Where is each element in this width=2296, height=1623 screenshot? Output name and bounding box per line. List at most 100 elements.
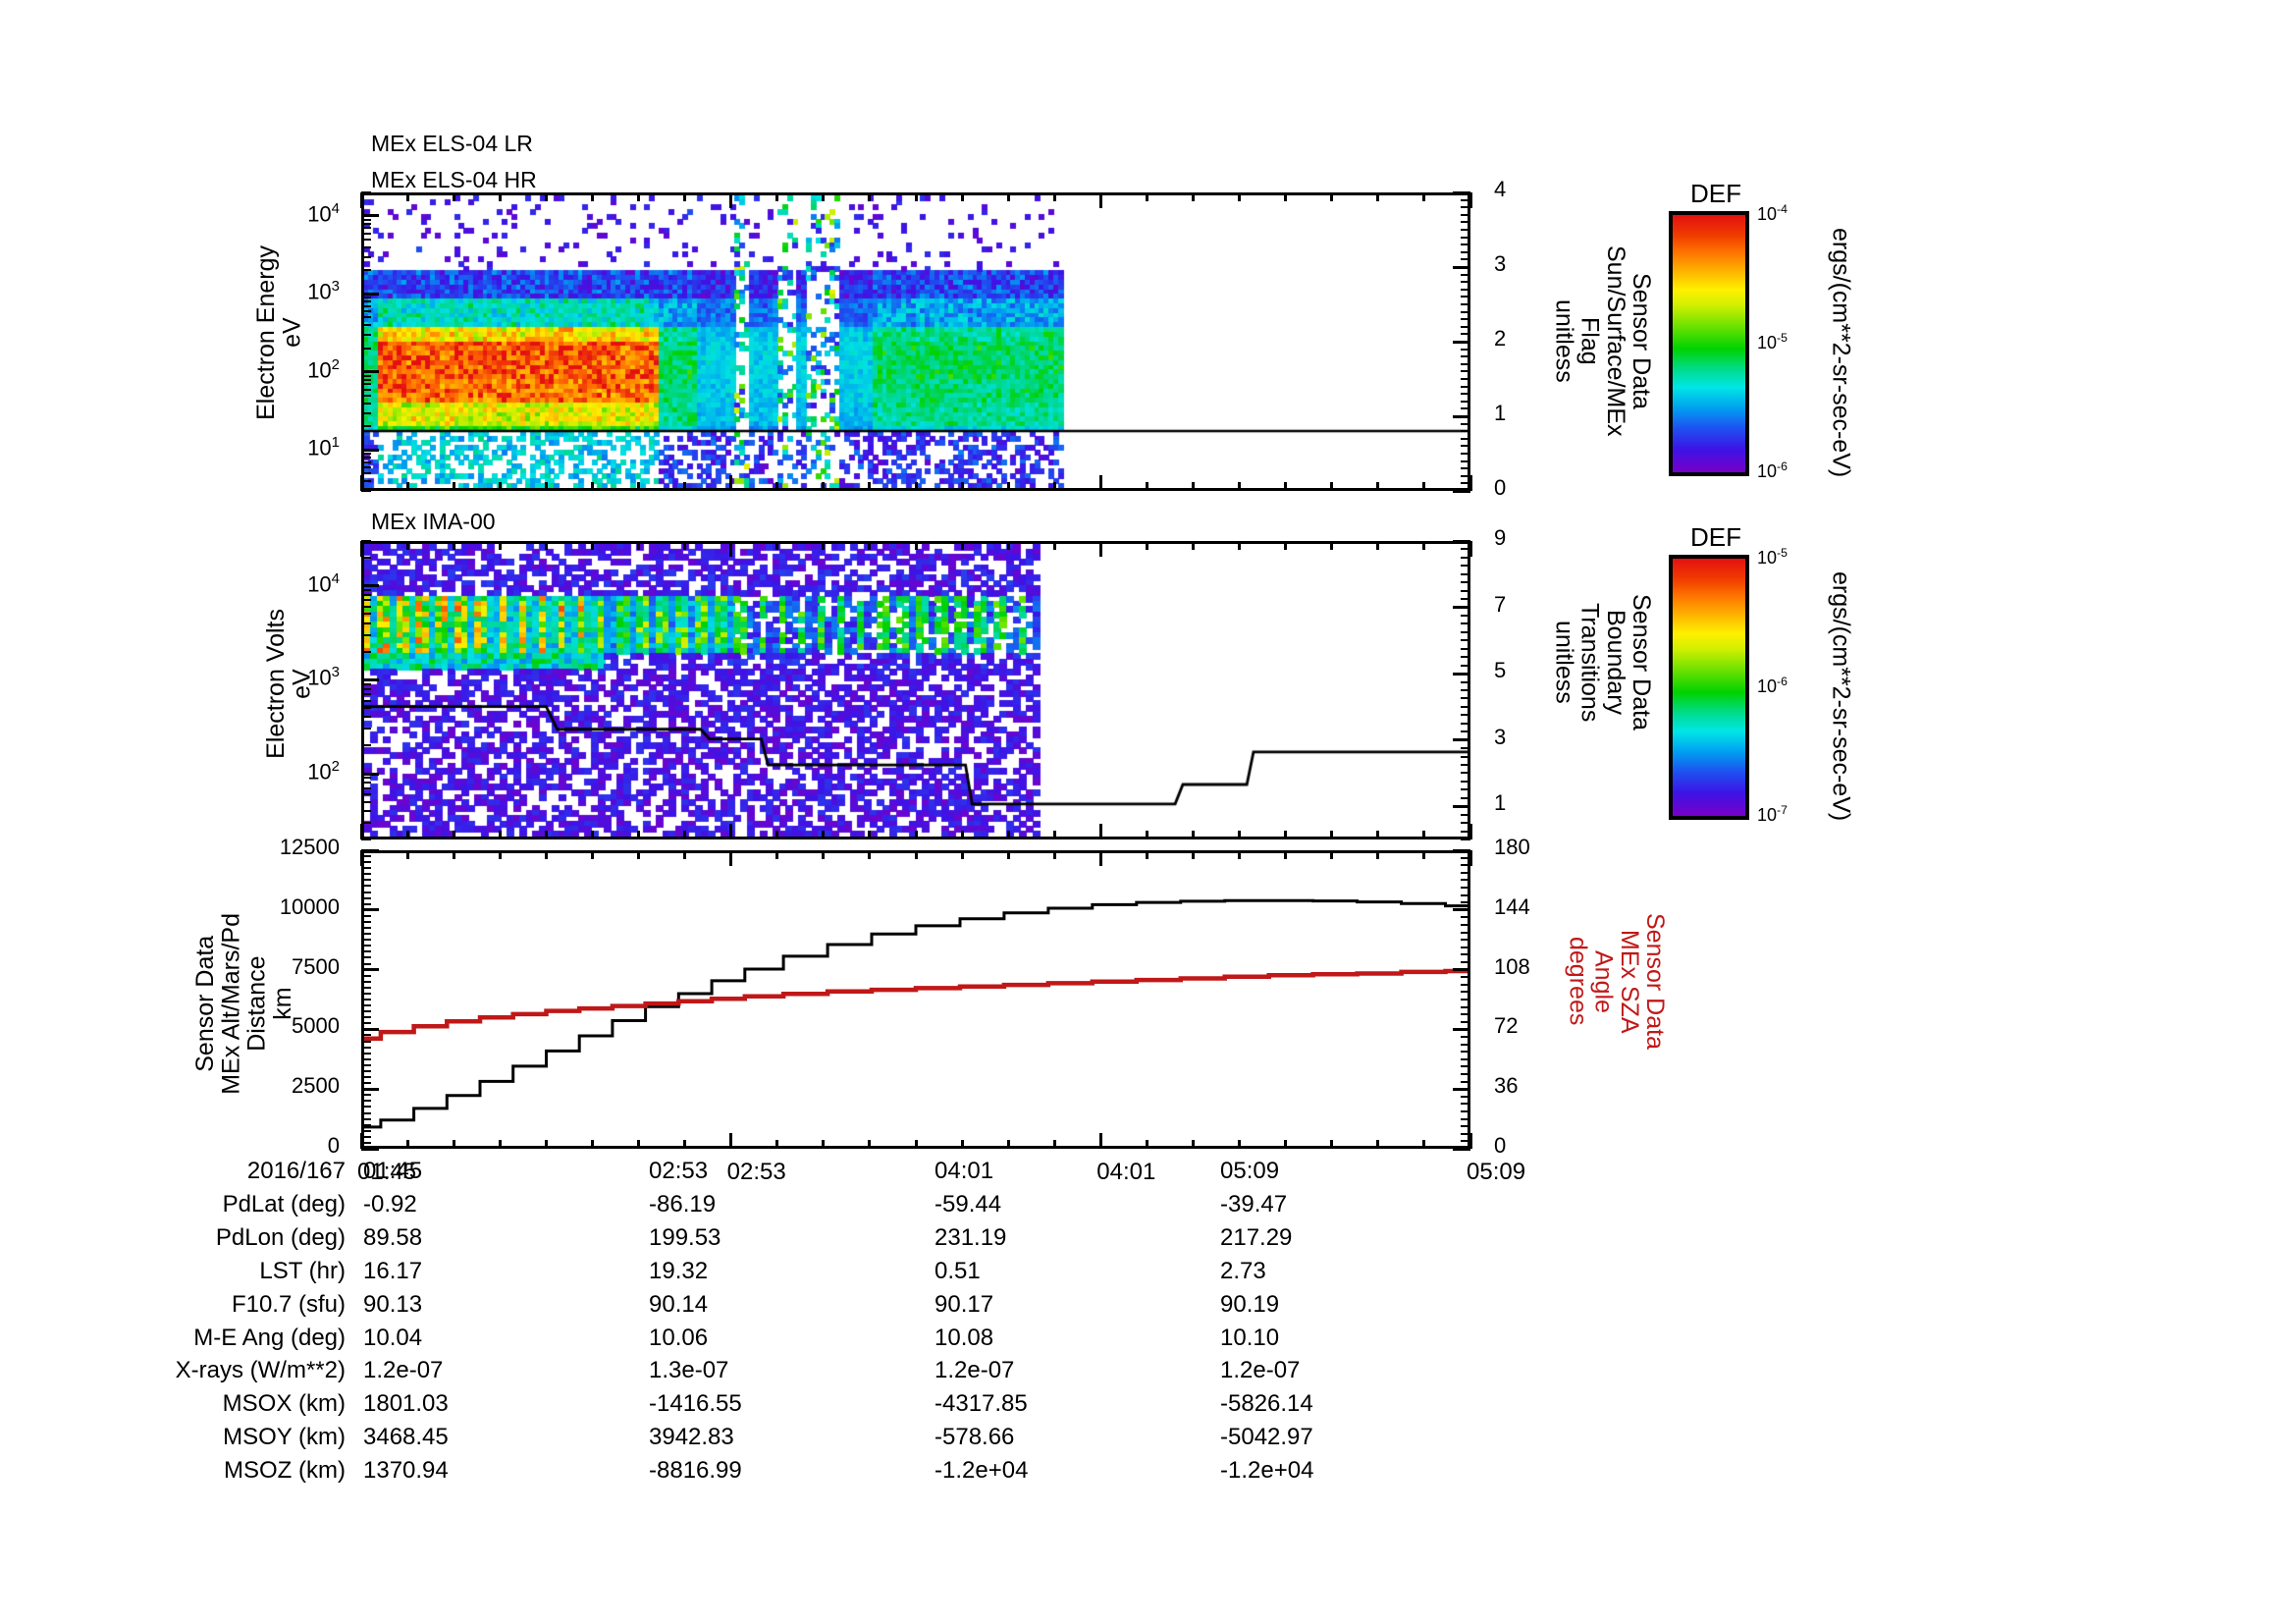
tick-minor [1461,639,1470,642]
tick-minor [361,1046,371,1049]
tick-x-bottom [405,482,409,491]
tick-minor [361,699,371,702]
tick-minor [1461,1103,1470,1106]
tick-x-bottom [590,1140,594,1149]
tick-minor [1461,606,1470,609]
tick-minor [361,728,371,730]
series-sza [364,968,1468,1041]
tick-x-top [1145,541,1148,550]
tick-minor [1461,385,1470,388]
table-cell: 05:09 [1220,1158,1280,1184]
tick-minor [361,269,371,272]
table-cell: -86.19 [649,1190,717,1217]
tick-minor [361,1123,371,1126]
tick-x-bottom [775,831,779,839]
colorbar1-top-label: 10-4 [1757,202,1788,224]
table-cell: 1801.03 [363,1390,449,1418]
tick-minor [361,1076,371,1079]
tick-minor [361,300,371,303]
table-cell: 1.2e-07 [934,1357,1015,1384]
tick-x-bottom [822,482,826,491]
panel1-spectrogram-canvas [364,195,1468,488]
tick-minor [1461,393,1470,396]
table-row: 2016/167 01:45 02:53 04:01 05:09 [2,1156,1504,1187]
table-cell: 10.10 [1220,1324,1280,1351]
tick-minor [1461,961,1470,963]
panel1-right-axis-label: Sensor Data Sun/Surface/MEx Flag unitless [1550,245,1655,437]
tick-x-top [960,850,964,859]
tick-minor [361,920,371,923]
tick-minor [1461,830,1470,833]
tick-x-top [544,541,548,550]
tick-minor [361,466,371,469]
tick-x-bottom [1284,831,1288,839]
tick-minor [1461,747,1470,750]
tick-minor [1461,772,1470,775]
tick-x-top [1192,192,1195,201]
tick-x-top [683,192,687,201]
tick-x-top [637,541,640,550]
tick-x-top [1330,850,1334,859]
tick-minor [361,1028,371,1031]
tick-x-top [1192,541,1195,550]
panel3-left-axis-label: Sensor Data MEx Alt/Mars/Pd Distance km [191,913,296,1095]
tick-minor [1461,1020,1470,1023]
tick-x-top [1098,541,1102,557]
table-row-label: PdLon (deg) [215,1223,346,1251]
axis-tick-label: 36 [1494,1073,1519,1099]
tick-x-top [729,850,733,866]
x-axis-tick-label: 04:01 [1096,1159,1156,1185]
table-row-label: F10.7 (sfu) [231,1290,346,1318]
colorbar2-top-label: 10-5 [1757,546,1788,568]
tick-x-bottom [914,482,918,491]
tick-x-bottom [1330,482,1334,491]
tick-minor [1461,422,1470,425]
tick-x-top [1098,192,1102,208]
tick-minor [1461,722,1470,725]
tick-x-bottom [729,1133,733,1149]
tick-minor [1461,221,1470,224]
tick-x-top [498,850,502,859]
tick-x-bottom [1238,831,1242,839]
axis-tick-label: 104 [307,199,340,227]
axis-tick-label: 102 [307,758,340,784]
tick-minor [361,304,371,307]
tick-minor [361,861,371,864]
tick-x-top [544,192,548,201]
tick-minor [361,218,371,221]
tick-x-top [405,192,409,201]
tick-x-bottom [1422,831,1426,839]
tick-minor [361,255,371,258]
axis-tick-label: 103 [307,664,340,690]
table-cell: 10.06 [649,1324,709,1351]
table-cell: 0.51 [934,1257,981,1284]
tick-minor [1461,822,1470,825]
table-cell: 90.14 [649,1290,709,1318]
tick-x-top [1238,541,1242,550]
tick-minor [1461,296,1470,298]
tick-minor [361,1088,371,1091]
tick-x-bottom [1192,1140,1195,1149]
tick-minor [361,945,371,947]
table-row: MSOZ (km) 1370.94 -8816.99 -1.2e+04 -1.2e+04 [2,1455,1504,1487]
tick-x-top [405,850,409,859]
table-cell: -1416.55 [649,1390,742,1418]
tick-minor [1461,1043,1470,1046]
tick-minor [1461,243,1470,246]
panel2-spectrogram-canvas [364,544,1468,837]
table-cell: -5042.97 [1220,1424,1313,1451]
axis-tick-label: 5 [1494,658,1507,683]
tick-minor [1461,805,1470,808]
table-cell: 90.17 [934,1290,994,1318]
axis-tick-label: 101 [307,434,340,460]
axis-tick-label: 180 [1494,835,1530,859]
tick-minor [361,374,371,377]
panel1-plot-area [361,192,1470,491]
tick-minor [361,873,371,876]
panel1-left-axis-label: Electron Energy eV [252,245,306,420]
tick-minor [1461,273,1470,276]
table-cell: 2.73 [1220,1257,1266,1284]
tick-minor [1461,871,1470,874]
tick-minor [1461,680,1470,683]
tick-x-top [1284,541,1288,550]
